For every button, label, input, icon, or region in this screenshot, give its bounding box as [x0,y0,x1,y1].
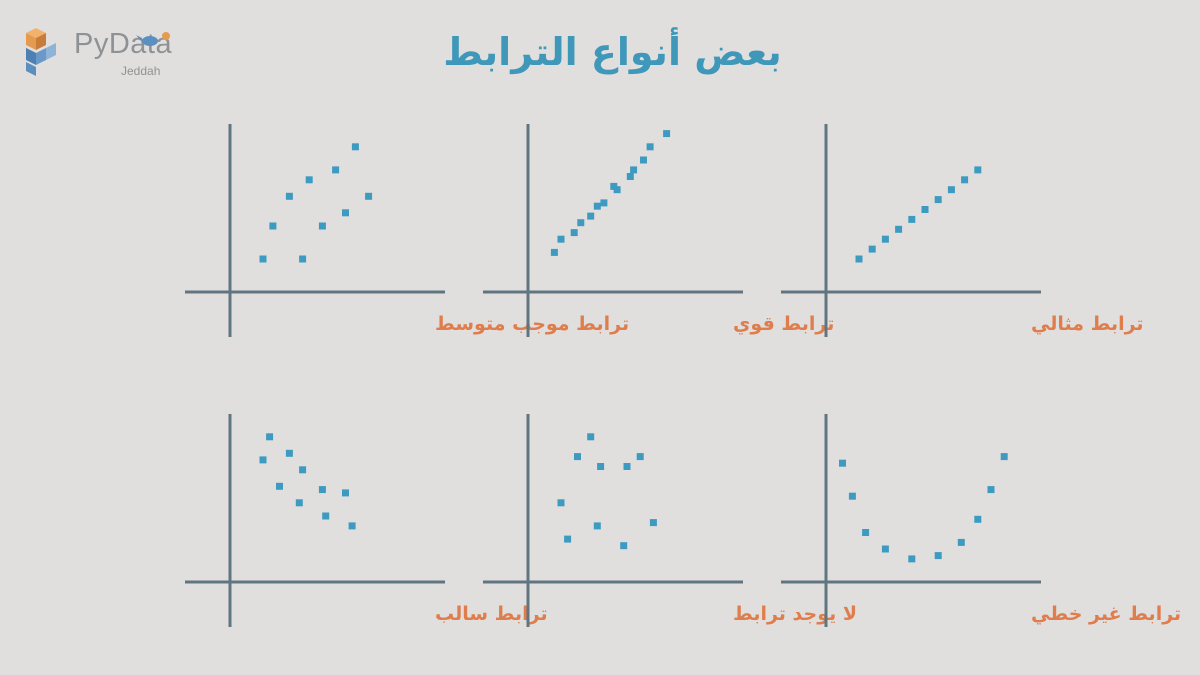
scatter-point [630,166,638,174]
scatter-point [348,522,356,530]
scatter-point [626,173,634,180]
scatter-point [351,143,359,151]
scatter-point [610,182,618,190]
scatter-point [623,463,631,470]
scatter-point [987,486,995,494]
scatter-point [557,235,565,243]
scatter-point [587,212,595,220]
scatter-point [649,519,657,527]
scatter-point [597,463,605,470]
panel-1: ترابط موجب متوسط [185,124,629,337]
scatter-point [305,176,313,184]
scatter-point [881,235,889,243]
scatter-point [839,459,846,467]
panel-label: ترابط غير خطي [1031,603,1181,625]
scatter-point [318,222,326,230]
scatter-point [620,542,628,550]
panel-5: لا يوجد ترابط [483,414,857,627]
panel-label: لا يوجد ترابط [733,603,857,625]
scatter-point [269,222,277,230]
scatter-point [587,433,595,441]
scatter-point [908,215,916,223]
scatter-point [862,529,870,536]
logo-subtitle: Jeddah [121,64,161,78]
scatter-point [285,192,293,200]
scatter-point [961,176,969,184]
scatter-point [299,255,307,263]
scatter-point [895,225,903,233]
scatter-point [299,466,307,474]
scatter-point [593,202,601,210]
scatter-point [295,499,303,507]
scatter-point [646,143,654,151]
panel-4: ترابط سالب [185,414,548,627]
panel-label: ترابط قوي [733,313,834,336]
scatter-point [974,515,982,523]
scatter-point [921,206,929,213]
scatter-point [640,156,647,164]
scatter-point [332,166,340,174]
scatter-point [908,555,916,563]
pydata-jeddah-logo: PyData Jeddah [24,26,174,82]
scatter-point [636,453,644,461]
scatter-point [318,486,326,494]
scatter-point [570,229,578,237]
scatter-point [342,209,349,217]
bird-icon [136,32,170,46]
scatter-point [934,552,942,560]
scatter-point [593,522,601,530]
scatter-point [848,492,856,500]
panel-3: ترابط مثالي [781,124,1144,337]
scatter-point [600,199,608,207]
scatter-point [557,499,565,507]
logo-cubes-icon [26,28,56,76]
scatter-point [1000,453,1008,461]
panel-6: ترابط غير خطي [781,414,1181,627]
panel-label: ترابط سالب [435,603,548,625]
panel-2: ترابط قوي [483,124,834,337]
scatter-point [550,248,558,256]
panel-label: ترابط موجب متوسط [435,313,629,335]
panel-label: ترابط مثالي [1031,313,1144,335]
scatter-point [266,433,274,441]
scatter-point [564,535,572,543]
scatter-point [974,166,982,174]
scatter-point [577,219,585,227]
scatter-point [947,186,955,194]
scatter-point [259,456,267,464]
scatter-point [322,512,330,520]
scatter-point [276,482,283,490]
scatter-point [934,196,942,204]
scatter-point [259,255,267,263]
scatter-point [365,192,373,200]
scatter-point [342,489,349,497]
scatter-point [574,453,581,461]
scatter-point [868,245,876,253]
scatter-point [663,130,671,138]
scatter-point [881,545,889,553]
scatter-point [285,449,293,457]
scatter-point [957,538,965,546]
scatter-point [855,255,863,263]
page-title: بعض أنواع الترابط [443,30,782,74]
